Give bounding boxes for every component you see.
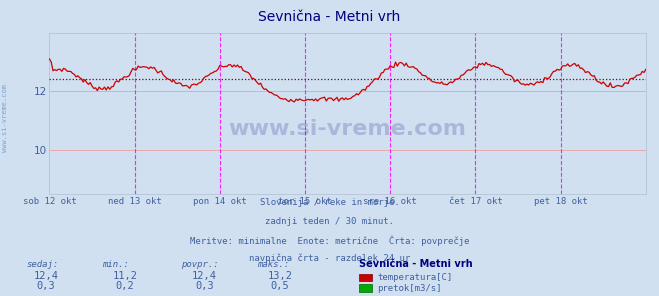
Text: 12,4: 12,4: [192, 271, 217, 281]
Text: pretok[m3/s]: pretok[m3/s]: [377, 284, 442, 293]
Text: 0,3: 0,3: [195, 281, 214, 291]
Text: www.si-vreme.com: www.si-vreme.com: [229, 119, 467, 139]
Text: temperatura[C]: temperatura[C]: [377, 273, 452, 282]
Text: zadnji teden / 30 minut.: zadnji teden / 30 minut.: [265, 217, 394, 226]
Text: maks.:: maks.:: [257, 260, 289, 269]
Text: 12,4: 12,4: [34, 271, 59, 281]
Text: Meritve: minimalne  Enote: metrične  Črta: povprečje: Meritve: minimalne Enote: metrične Črta:…: [190, 235, 469, 245]
Text: www.si-vreme.com: www.si-vreme.com: [2, 84, 9, 152]
Text: 0,3: 0,3: [37, 281, 55, 291]
Text: sedaj:: sedaj:: [26, 260, 59, 269]
Text: Sevnična - Metni vrh: Sevnična - Metni vrh: [258, 10, 401, 24]
Text: povpr.:: povpr.:: [181, 260, 219, 269]
Text: min.:: min.:: [102, 260, 129, 269]
Text: Slovenija / reke in morje.: Slovenija / reke in morje.: [260, 198, 399, 207]
Text: 11,2: 11,2: [113, 271, 138, 281]
Text: navpična črta - razdelek 24 ur: navpična črta - razdelek 24 ur: [249, 253, 410, 263]
Text: 0,5: 0,5: [271, 281, 289, 291]
Text: 0,2: 0,2: [116, 281, 134, 291]
Text: Sevnična - Metni vrh: Sevnična - Metni vrh: [359, 259, 473, 269]
Text: 13,2: 13,2: [268, 271, 293, 281]
